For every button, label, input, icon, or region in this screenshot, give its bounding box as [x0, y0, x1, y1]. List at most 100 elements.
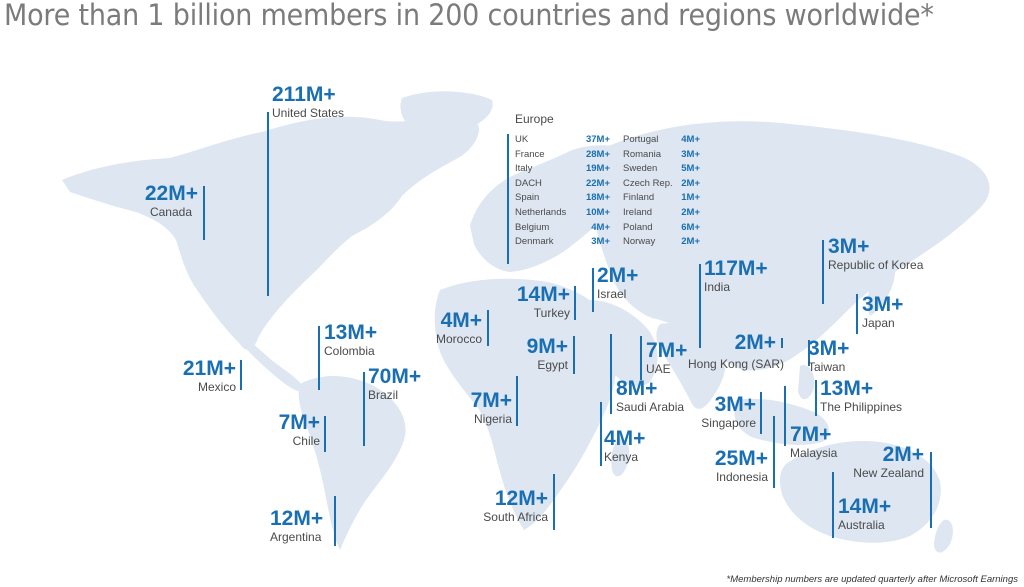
stat-value: 13M+: [324, 321, 378, 344]
stat-label: Taiwan: [808, 360, 846, 374]
stat-value: 14M+: [838, 495, 892, 518]
stat-value: 3M+: [862, 293, 904, 316]
stat-value: 3M+: [808, 337, 850, 360]
stat-label: Japan: [862, 316, 895, 330]
central-america-shape: [244, 336, 308, 393]
colombia-leader: [318, 326, 320, 390]
stat-turkey: 14M+ Turkey: [500, 284, 570, 320]
stat-label: Saudi Arabia: [616, 400, 685, 414]
europe-breakdown: Europe UK 37M+ France 28M+ Italy 19M+ DACH 22M+…: [507, 112, 707, 264]
stat-label: Republic of Korea: [828, 258, 924, 272]
europe-country: Ireland: [623, 207, 653, 218]
europe-value: 5M+: [681, 163, 700, 175]
morocco-leader: [487, 310, 489, 346]
stat-value: 7M+: [278, 411, 320, 434]
hong-kong-leader: [781, 338, 783, 348]
europe-country: Netherlands: [515, 207, 567, 218]
europe-value: 2M+: [681, 236, 700, 248]
japan-leader: [856, 294, 858, 334]
europe-country: DACH: [515, 177, 542, 189]
stat-value: 9M+: [526, 335, 568, 358]
stat-argentina: 12M+ Argentina: [270, 508, 323, 544]
europe-country: Belgium: [515, 221, 550, 233]
stat-label: Singapore: [701, 416, 756, 430]
stat-brazil: 70M+ Brazil: [368, 366, 421, 402]
japan-shape: [867, 253, 896, 316]
stat-colombia: 13M+ Colombia: [324, 322, 377, 358]
stat-chile: 7M+ Chile: [250, 412, 320, 448]
stat-value: 70M+: [368, 365, 422, 388]
stat-label: Egypt: [537, 358, 568, 372]
stat-label: Malaysia: [790, 446, 838, 460]
stat-value: 12M+: [270, 507, 324, 530]
stat-israel: 2M+ Israel: [597, 265, 638, 301]
europe-country: Romania: [623, 148, 662, 160]
taiwan-leader: [808, 340, 810, 366]
stat-singapore: 3M+ Singapore: [690, 394, 756, 430]
stat-value: 4M+: [604, 427, 646, 450]
stat-label: South Africa: [483, 510, 548, 524]
stat-value: 8M+: [616, 377, 658, 400]
footnote: *Membership numbers are updated quarterl…: [726, 574, 1018, 585]
europe-value: 4M+: [591, 221, 610, 233]
stat-saudi-arabia: 8M+ Saudi Arabia: [616, 378, 684, 414]
stat-value: 2M+: [882, 443, 924, 466]
stat-value: 12M+: [494, 487, 548, 510]
stat-value: 13M+: [820, 377, 874, 400]
stat-label: The Philippines: [820, 400, 903, 414]
europe-value: 10M+: [585, 207, 610, 218]
stat-value: 211M+: [272, 83, 336, 106]
stat-mexico: 21M+ Mexico: [168, 358, 236, 394]
nigeria-leader: [516, 376, 518, 426]
europe-country: Spain: [515, 192, 540, 204]
europe-value: 19M+: [585, 163, 610, 175]
stat-indonesia: 25M+ Indonesia: [700, 448, 768, 484]
stat-value: 21M+: [182, 357, 236, 380]
europe-country: Sweden: [623, 163, 658, 175]
stat-value: 7M+: [646, 339, 688, 362]
stat-india: 117M+ India: [704, 258, 768, 294]
stat-label: United States: [272, 106, 345, 120]
stat-label: Kenya: [604, 450, 639, 464]
stat-philippines: 13M+ The Philippines: [820, 378, 902, 414]
europe-title: Europe: [515, 112, 554, 126]
stat-value: 7M+: [470, 389, 512, 412]
korea-leader: [822, 240, 824, 304]
greenland-shape: [400, 91, 493, 138]
philippines-leader: [815, 380, 817, 416]
page-title: More than 1 billion members in 200 count…: [4, 0, 934, 32]
argentina-leader: [334, 496, 336, 546]
europe-value: 28M+: [585, 148, 610, 160]
philippines-shape: [798, 365, 815, 400]
europe-value: 22M+: [585, 177, 610, 189]
africa-shape: [434, 278, 617, 530]
stat-nigeria: 7M+ Nigeria: [444, 390, 512, 426]
stat-taiwan: 3M+ Taiwan: [808, 338, 849, 374]
kenya-leader: [600, 402, 602, 466]
land-masses: [62, 91, 990, 553]
turkey-leader: [574, 286, 576, 320]
stat-label: Colombia: [324, 344, 375, 358]
south-africa-leader: [553, 474, 555, 530]
stat-australia: 14M+ Australia: [838, 496, 891, 532]
stat-value: 117M+: [704, 257, 768, 280]
stat-uae: 7M+ UAE: [646, 340, 687, 376]
europe-country: France: [515, 148, 545, 160]
stat-label: Chile: [292, 434, 320, 448]
stat-south-africa: 12M+ South Africa: [466, 488, 548, 524]
canada-leader: [203, 186, 205, 240]
arabia-shape: [586, 300, 658, 387]
singapore-leader: [760, 392, 762, 434]
stat-label: New Zealand: [853, 466, 924, 480]
europe-country: Portugal: [623, 134, 659, 145]
stat-value: 14M+: [516, 283, 570, 306]
europe-country: Poland: [623, 221, 653, 233]
new-zealand-shape: [934, 519, 953, 553]
europe-leader: [507, 134, 509, 264]
stat-egypt: 9M+ Egypt: [500, 336, 568, 372]
stat-label: India: [704, 280, 731, 294]
israel-leader: [592, 268, 594, 312]
stat-value: 4M+: [440, 309, 482, 332]
southeast-asia-shape: [734, 398, 829, 445]
